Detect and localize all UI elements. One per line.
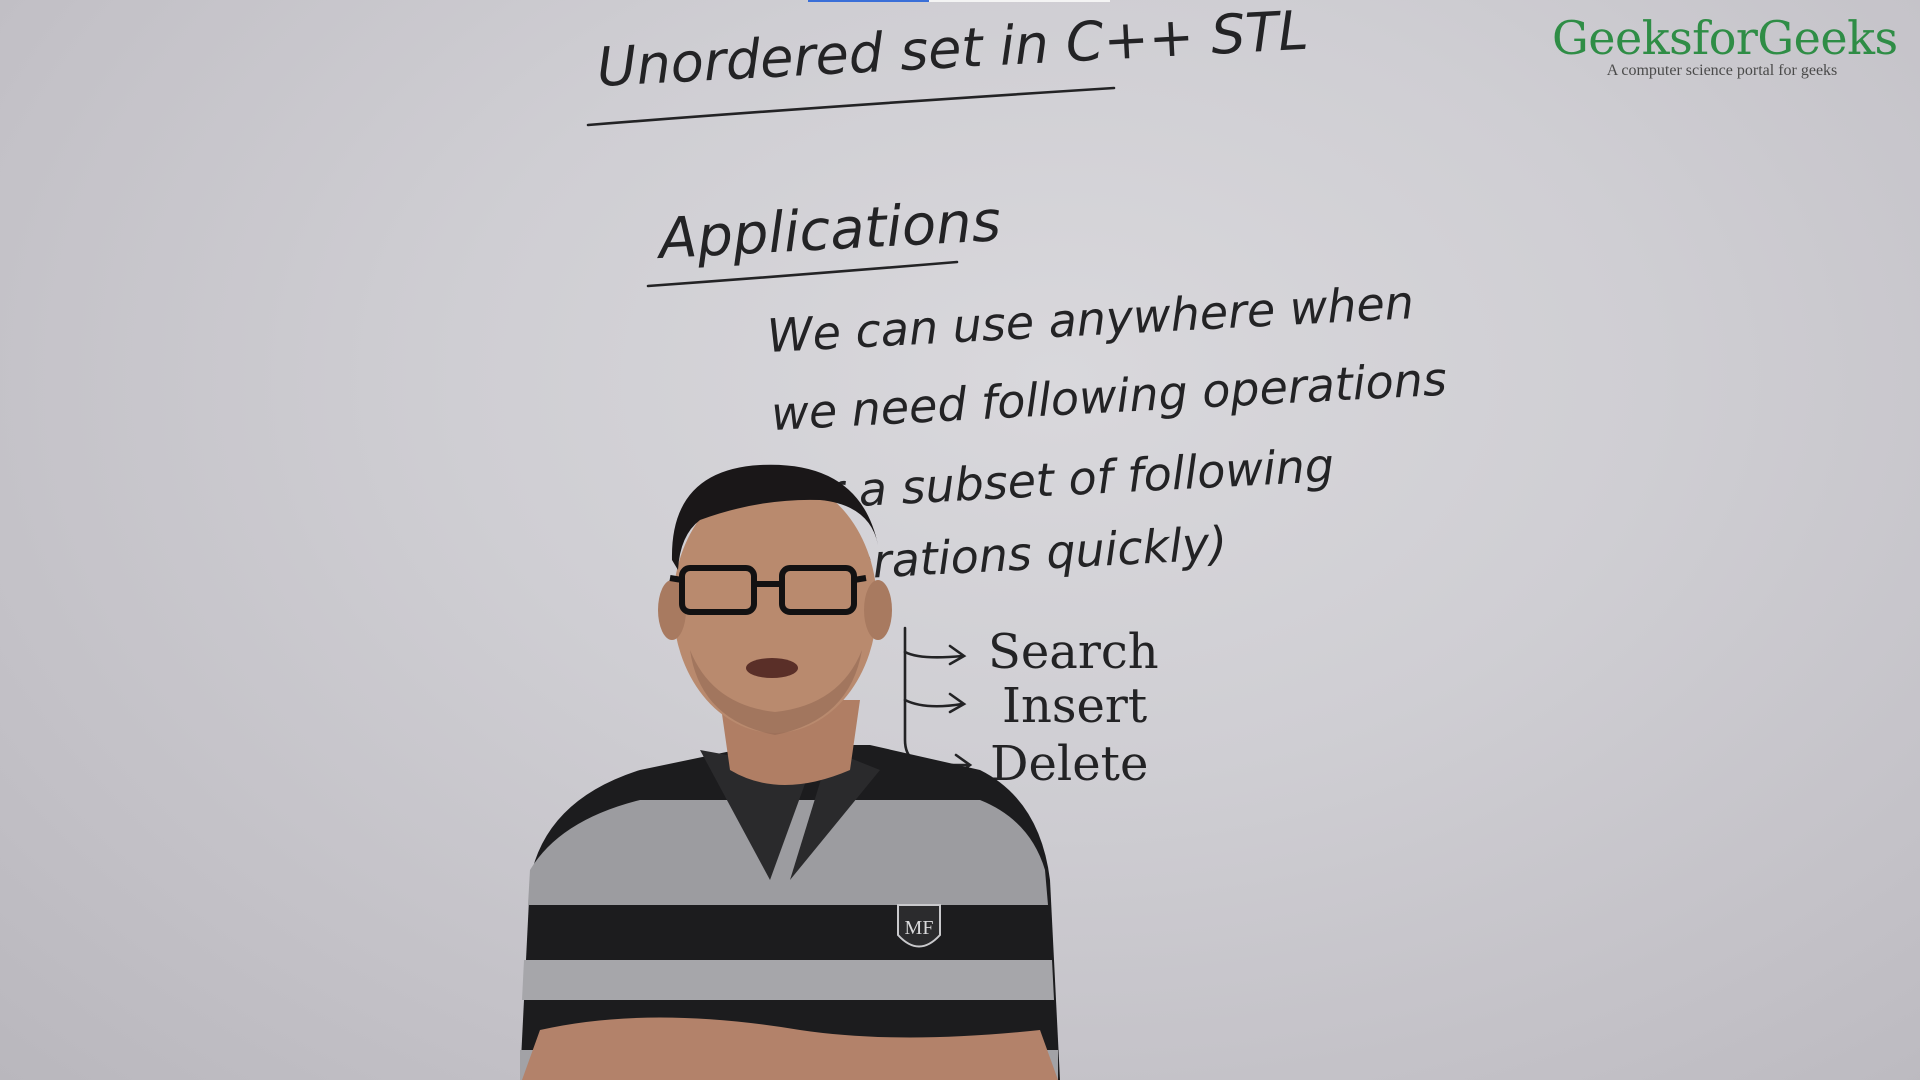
operation-search: Search <box>988 624 1159 680</box>
operation-insert: Insert <box>1002 678 1147 734</box>
title-underline <box>586 86 1116 127</box>
board-line-2: we need following operations <box>770 352 1448 441</box>
presenter-glasses <box>669 565 867 615</box>
arrow-search-line <box>903 650 964 659</box>
presenter-mouth <box>746 658 798 678</box>
shirt-badge-text: MF <box>905 917 934 939</box>
presenter: MF <box>520 464 1060 1080</box>
board-title: Unordered set in C++ STL <box>595 0 1309 99</box>
board-line-1: We can use anywhere when <box>766 275 1415 363</box>
arrow-insert-head <box>948 692 967 714</box>
gfg-logo: GeeksforGeeks A computer science portal … <box>1552 11 1898 80</box>
presenter-ear-right <box>864 580 892 640</box>
presenter-face <box>673 477 877 733</box>
operation-delete: Delete <box>990 736 1148 792</box>
shirt-badge: MF <box>897 904 941 948</box>
logo-tagline: A computer science portal for geeks <box>1606 62 1838 79</box>
video-progress-track[interactable] <box>808 0 1110 2</box>
presenter-arms <box>522 1017 1058 1080</box>
shirt-stripe-1 <box>528 800 1048 905</box>
operations-bracket <box>903 626 970 767</box>
shirt-collar-right <box>790 750 880 880</box>
logo-name: GeeksforGeeks <box>1552 11 1898 65</box>
presenter-hair <box>671 464 878 570</box>
presenter-stubble <box>690 650 862 735</box>
video-progress-fill <box>808 0 929 2</box>
arrow-search-head <box>948 644 967 666</box>
heading-underline <box>646 260 959 288</box>
board-heading: Applications <box>654 189 1002 272</box>
shirt-stripe-2 <box>522 960 1054 1000</box>
arrow-insert-line <box>903 698 964 708</box>
